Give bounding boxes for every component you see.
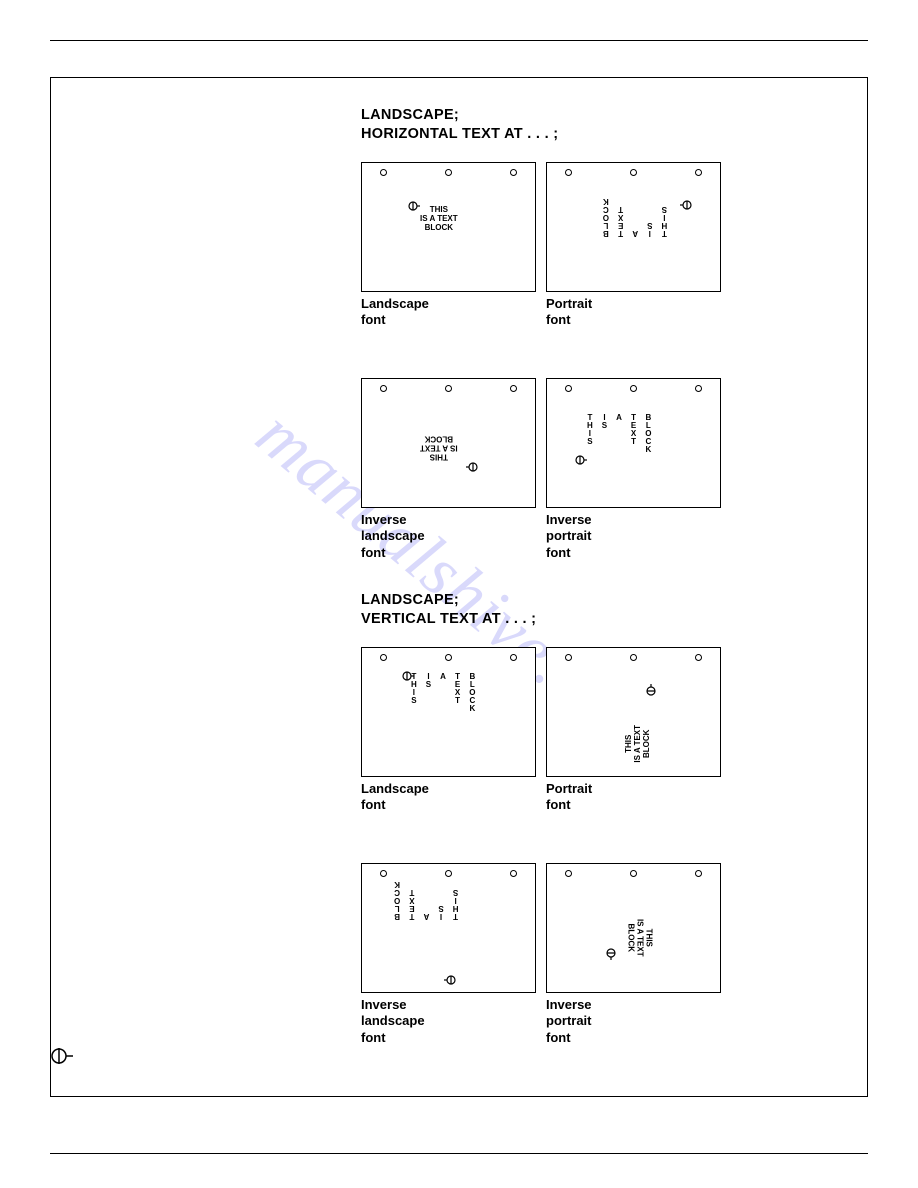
section-2-title: LANDSCAPE; VERTICAL TEXT AT . . . ; bbox=[361, 591, 821, 629]
panel-inverse-portrait-horizontal: THIS IS A TEXT BLOCK Inverse portrait fo… bbox=[546, 378, 721, 561]
binder-holes bbox=[547, 870, 720, 877]
panel-label: Inverse portrait font bbox=[546, 512, 721, 561]
panel-box: THIS IS A TEXT BLOCK bbox=[361, 863, 536, 993]
figure-frame: manualshive.com LANDSCAPE; HORIZONTAL TE… bbox=[50, 77, 868, 1097]
panel-inverse-portrait-vertical: THIS IS A TEXT BLOCK Inverse portrait fo… bbox=[546, 863, 721, 1046]
panel-box: THIS IS A TEXT BLOCK bbox=[361, 647, 536, 777]
panel-box: THIS IS A TEXT BLOCK bbox=[546, 647, 721, 777]
binder-holes bbox=[547, 169, 720, 176]
section-1-panels: THIS IS A TEXT BLOCK Landscape font THIS… bbox=[361, 162, 821, 561]
binder-holes bbox=[362, 385, 535, 392]
text-block: THIS IS A TEXT BLOCK bbox=[626, 919, 654, 957]
panel-label: Portrait font bbox=[546, 781, 721, 814]
text-block: THIS IS A TEXT BLOCK bbox=[585, 197, 685, 237]
origin-icon bbox=[605, 948, 617, 960]
panel-box: THIS IS A TEXT BLOCK bbox=[546, 162, 721, 292]
text-block: THIS IS A TEXT BLOCK bbox=[587, 414, 702, 454]
section-1-title: LANDSCAPE; HORIZONTAL TEXT AT . . . ; bbox=[361, 106, 821, 144]
origin-icon bbox=[444, 974, 456, 986]
section-2-line-2: VERTICAL TEXT AT . . . ; bbox=[361, 610, 821, 629]
panel-portrait-horizontal: THIS IS A TEXT BLOCK Portrait font bbox=[546, 162, 721, 329]
origin-icon bbox=[466, 461, 478, 473]
figure-content: LANDSCAPE; HORIZONTAL TEXT AT . . . ; TH… bbox=[361, 106, 821, 1076]
page-bottom-rule bbox=[50, 1153, 868, 1154]
origin-icon bbox=[575, 454, 587, 466]
section-2-line-1: LANDSCAPE; bbox=[361, 591, 821, 610]
section-2-panels: THIS IS A TEXT BLOCK Landscape font bbox=[361, 647, 821, 1046]
panel-inverse-landscape-vertical: THIS IS A TEXT BLOCK Inverse landscape f… bbox=[361, 863, 536, 1046]
panel-inverse-landscape-horizontal: THIS IS A TEXT BLOCK Inverse landscape f… bbox=[361, 378, 536, 561]
section-1-line-1: LANDSCAPE; bbox=[361, 106, 821, 125]
panel-label: Landscape font bbox=[361, 781, 536, 814]
binder-holes bbox=[362, 169, 535, 176]
binder-holes bbox=[547, 654, 720, 661]
text-block: THIS IS A TEXT BLOCK bbox=[394, 880, 458, 920]
panel-box: THIS IS A TEXT BLOCK bbox=[361, 378, 536, 508]
panel-label: Inverse portrait font bbox=[546, 997, 721, 1046]
panel-label: Portrait font bbox=[546, 296, 721, 329]
origin-icon bbox=[645, 684, 657, 696]
panel-label: Inverse landscape font bbox=[361, 997, 536, 1046]
binder-holes bbox=[547, 385, 720, 392]
text-block: THIS IS A TEXT BLOCK bbox=[411, 673, 475, 713]
panel-landscape-horizontal: THIS IS A TEXT BLOCK Landscape font bbox=[361, 162, 536, 329]
text-block: THIS IS A TEXT BLOCK bbox=[420, 434, 458, 462]
panel-box: THIS IS A TEXT BLOCK bbox=[546, 863, 721, 993]
origin-legend-icon bbox=[49, 1044, 73, 1068]
binder-holes bbox=[362, 654, 535, 661]
text-block: THIS IS A TEXT BLOCK bbox=[420, 205, 458, 233]
panel-box: THIS IS A TEXT BLOCK bbox=[546, 378, 721, 508]
panel-label: Inverse landscape font bbox=[361, 512, 536, 561]
panel-box: THIS IS A TEXT BLOCK bbox=[361, 162, 536, 292]
origin-icon bbox=[408, 200, 420, 212]
panel-portrait-vertical: THIS IS A TEXT BLOCK Portrait font bbox=[546, 647, 721, 814]
binder-holes bbox=[362, 870, 535, 877]
panel-landscape-vertical: THIS IS A TEXT BLOCK Landscape font bbox=[361, 647, 536, 814]
section-1-line-2: HORIZONTAL TEXT AT . . . ; bbox=[361, 125, 821, 144]
page-top-rule bbox=[50, 40, 868, 41]
panel-label: Landscape font bbox=[361, 296, 536, 329]
text-block: THIS IS A TEXT BLOCK bbox=[624, 725, 652, 763]
